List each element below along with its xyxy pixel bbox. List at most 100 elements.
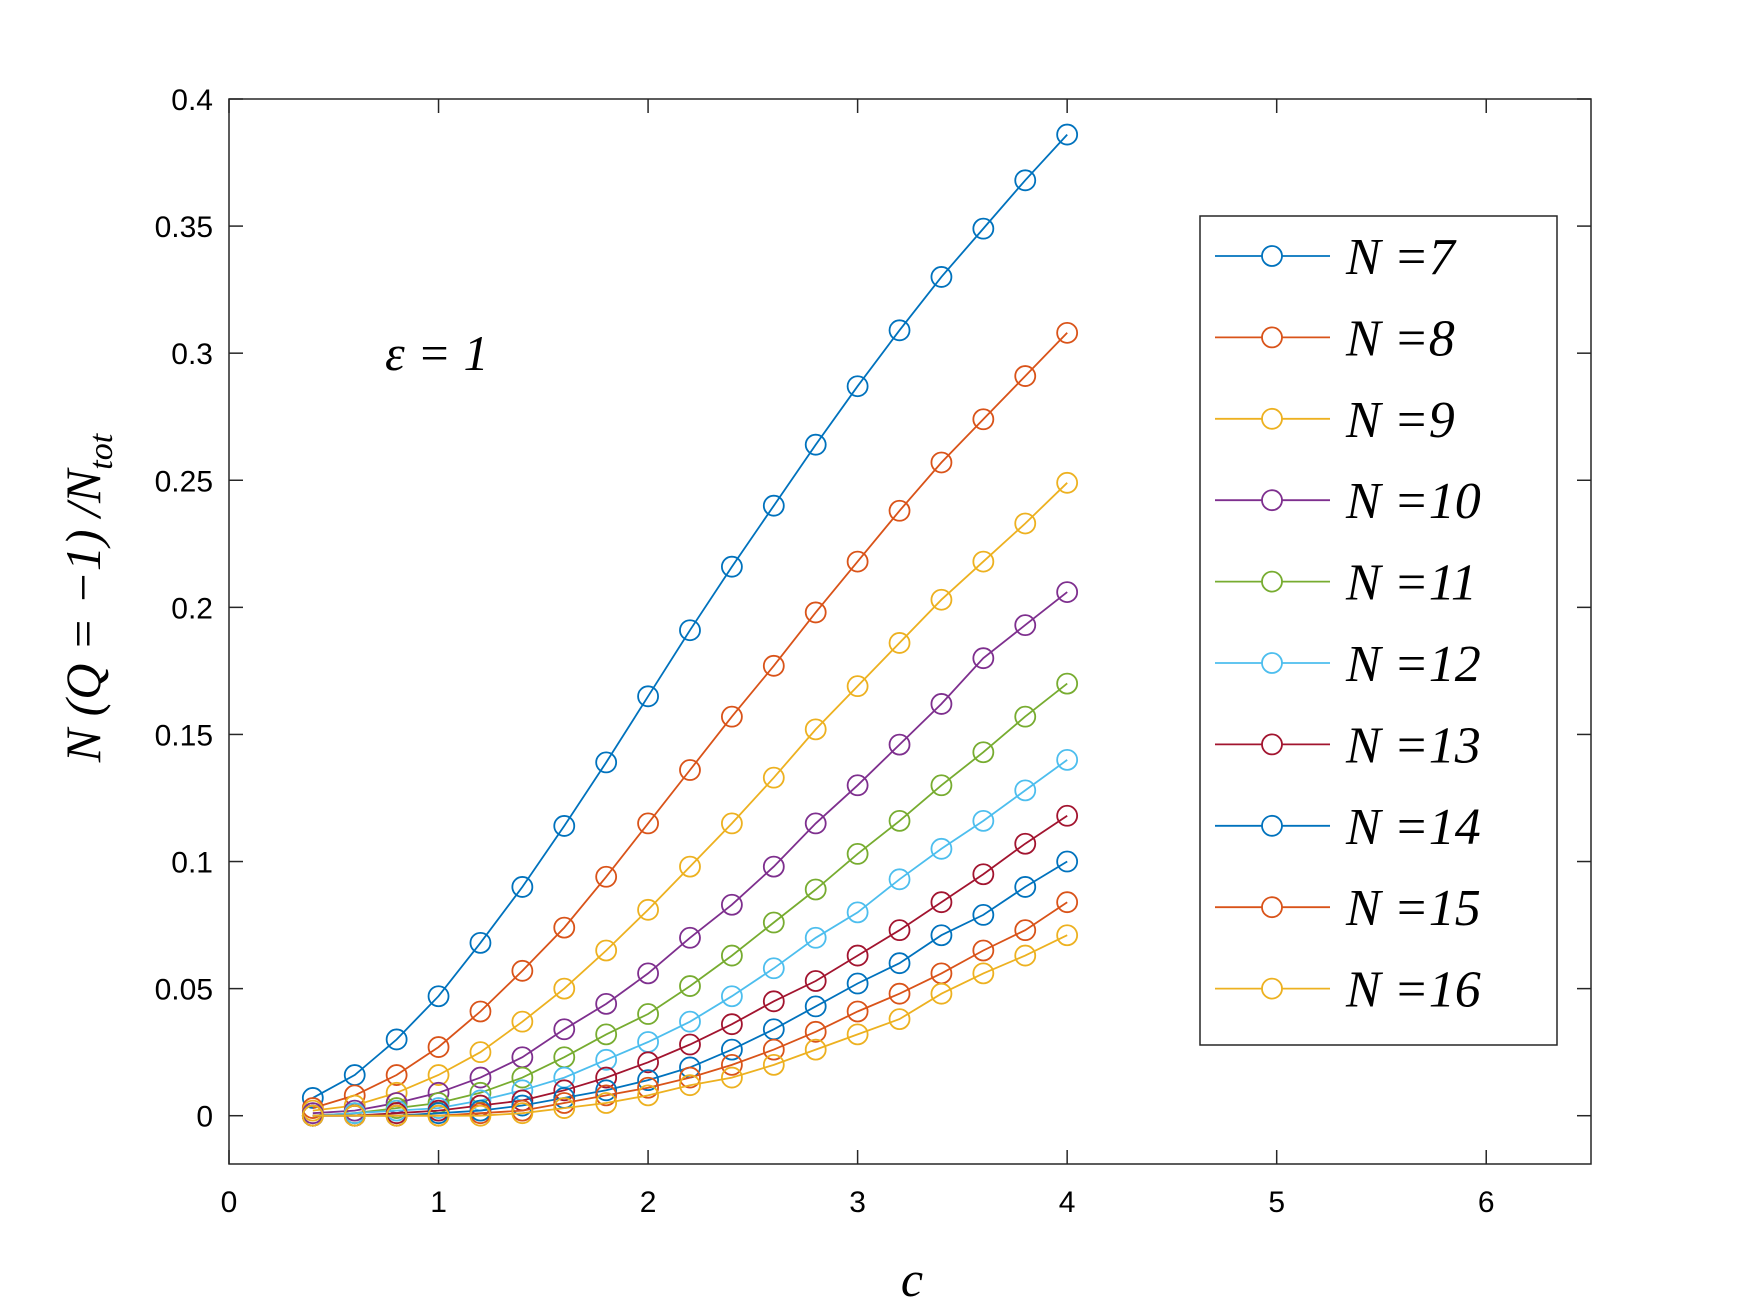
data-point	[553, 1079, 576, 1102]
data-point	[972, 962, 995, 985]
y-tick-label: 0.3	[171, 338, 213, 371]
legend-marker	[1261, 977, 1283, 1000]
data-point	[804, 718, 827, 741]
legend-marker	[1261, 407, 1283, 430]
data-point	[637, 1051, 659, 1074]
data-point	[385, 1104, 408, 1127]
data-point	[679, 619, 701, 642]
legend-marker	[1261, 570, 1283, 593]
data-point	[469, 931, 492, 954]
data-point	[762, 1038, 785, 1061]
data-point	[1056, 850, 1079, 873]
legend-label: N =10	[1345, 473, 1481, 530]
data-point	[846, 843, 869, 865]
legend-item: N =10	[1215, 473, 1481, 530]
data-point	[1014, 919, 1037, 942]
annotation-epsilon: ε = 1	[385, 325, 488, 381]
data-point	[804, 878, 827, 901]
data-point	[930, 693, 953, 715]
data-point	[553, 815, 576, 837]
data-point	[637, 812, 659, 835]
data-point	[553, 1018, 576, 1041]
data-point	[469, 1000, 492, 1023]
data-point	[637, 1084, 659, 1107]
data-point	[720, 555, 743, 578]
data-point	[469, 1041, 492, 1064]
data-point	[888, 319, 911, 342]
data-point	[595, 939, 618, 962]
legend-label: N =8	[1345, 310, 1455, 367]
data-point	[930, 837, 953, 860]
legend-marker	[1261, 652, 1283, 674]
legend-item: N =7	[1215, 229, 1457, 286]
data-point	[930, 451, 953, 474]
data-point	[1056, 672, 1079, 695]
data-point	[679, 1033, 701, 1056]
data-point	[469, 1066, 492, 1089]
data-point	[846, 774, 869, 797]
legend-marker	[1261, 896, 1283, 919]
data-point	[930, 924, 953, 947]
data-point	[1014, 512, 1037, 535]
data-point	[720, 705, 743, 728]
y-tick-label: 0.35	[155, 211, 213, 244]
legend-label: N =14	[1345, 799, 1481, 856]
legend-marker	[1261, 733, 1283, 756]
data-point	[1014, 614, 1037, 637]
x-tick-label: 6	[1478, 1186, 1495, 1219]
series-7	[301, 804, 1079, 1127]
series-line	[312, 133, 1068, 1099]
data-point	[1056, 748, 1079, 771]
data-point	[762, 855, 785, 878]
legend-label: N =15	[1345, 880, 1481, 937]
legend-item: N =9	[1215, 392, 1455, 449]
data-point	[762, 494, 785, 517]
legend-marker	[1261, 814, 1283, 837]
data-point	[720, 1013, 743, 1036]
data-point	[637, 1076, 659, 1099]
data-point	[804, 1038, 827, 1061]
data-point	[511, 1066, 534, 1089]
y-tick-label: 0.1	[171, 847, 213, 880]
data-point	[972, 863, 995, 886]
axis-ticks	[228, 98, 1591, 1164]
data-point	[888, 499, 911, 522]
y-tick-label: 0	[196, 1101, 213, 1134]
data-point	[595, 1066, 618, 1089]
data-point	[595, 1023, 618, 1046]
data-point	[972, 809, 995, 832]
data-point	[679, 1074, 701, 1097]
data-point	[720, 985, 743, 1008]
data-point	[1056, 321, 1079, 344]
data-point	[804, 926, 827, 949]
data-point	[888, 982, 911, 1005]
data-point	[679, 855, 701, 878]
series-2	[301, 321, 1079, 1119]
data-point	[595, 1079, 618, 1102]
series-1	[301, 123, 1079, 1109]
legend: N =7 N =8 N =9 N =10 N =11 N =12 N =13 N =14 N =…	[1199, 215, 1558, 1046]
data-point	[1056, 581, 1079, 604]
data-point	[427, 1036, 450, 1058]
y-tick-label: 0.2	[171, 592, 213, 625]
data-point	[804, 1020, 827, 1043]
data-point	[679, 1010, 701, 1033]
data-point	[1014, 365, 1037, 387]
y-axis-label-subscript: tot	[83, 432, 120, 469]
data-point	[679, 759, 701, 781]
data-point	[762, 911, 785, 934]
data-point	[511, 1010, 534, 1033]
data-point	[595, 1048, 618, 1071]
plot-area	[228, 98, 1592, 1165]
series-line	[312, 759, 1068, 1117]
data-point	[637, 962, 659, 985]
y-axis-label: N (Q = −1) /Ntot	[55, 432, 120, 763]
data-point	[637, 1003, 659, 1025]
x-tick-label: 0	[221, 1186, 238, 1219]
data-point	[972, 408, 995, 431]
data-point	[427, 1104, 450, 1127]
data-point	[888, 809, 911, 832]
data-point	[637, 1069, 659, 1092]
legend-label: N =12	[1345, 636, 1481, 693]
data-point	[595, 992, 618, 1015]
